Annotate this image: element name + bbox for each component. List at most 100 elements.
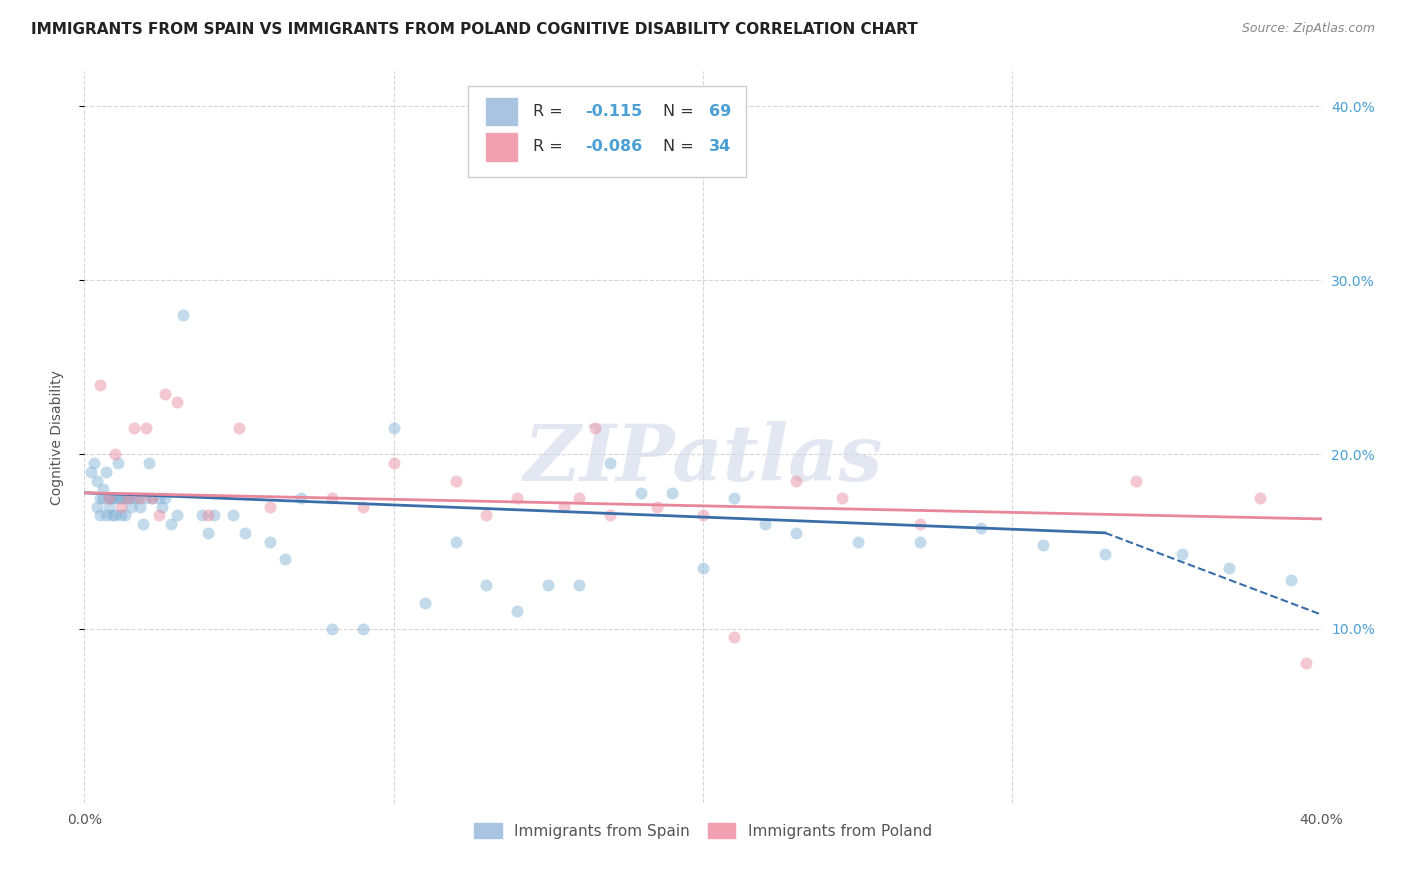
Point	[583, 421, 606, 435]
Point	[107, 456, 129, 470]
Point	[101, 508, 124, 523]
Point	[98, 500, 121, 514]
Point	[135, 491, 157, 505]
Text: R =: R =	[533, 139, 568, 154]
Point	[831, 491, 853, 505]
Point	[172, 308, 194, 322]
Point	[1249, 491, 1271, 505]
Point	[141, 491, 163, 505]
Point	[132, 517, 155, 532]
Legend: Immigrants from Spain, Immigrants from Poland: Immigrants from Spain, Immigrants from P…	[467, 815, 939, 847]
Point	[101, 491, 124, 505]
Text: ZIPatlas: ZIPatlas	[523, 421, 883, 497]
Point	[122, 491, 145, 505]
Point	[1279, 573, 1302, 587]
Point	[98, 491, 121, 505]
Point	[135, 421, 157, 435]
Point	[197, 508, 219, 523]
Text: R =: R =	[533, 104, 568, 120]
Point	[506, 491, 529, 505]
Point	[110, 508, 132, 523]
Point	[91, 491, 114, 505]
Point	[166, 508, 188, 523]
Point	[1125, 474, 1147, 488]
Point	[1171, 547, 1194, 561]
Text: N =: N =	[664, 139, 699, 154]
Point	[723, 631, 745, 645]
Point	[645, 500, 668, 514]
Point	[290, 491, 312, 505]
Point	[259, 500, 281, 514]
Point	[107, 491, 129, 505]
Point	[89, 377, 111, 392]
Point	[86, 474, 108, 488]
Point	[94, 508, 117, 523]
Bar	[486, 98, 517, 126]
Point	[153, 491, 176, 505]
FancyBboxPatch shape	[468, 86, 747, 178]
Point	[98, 491, 121, 505]
Point	[228, 421, 250, 435]
Point	[321, 491, 343, 505]
Point	[125, 491, 148, 505]
Point	[692, 560, 714, 574]
Point	[150, 500, 173, 514]
Point	[153, 386, 176, 401]
Point	[785, 525, 807, 540]
Point	[89, 508, 111, 523]
Point	[754, 517, 776, 532]
Point	[117, 491, 139, 505]
Point	[352, 622, 374, 636]
Point	[197, 525, 219, 540]
Point	[1032, 538, 1054, 552]
Text: IMMIGRANTS FROM SPAIN VS IMMIGRANTS FROM POLAND COGNITIVE DISABILITY CORRELATION: IMMIGRANTS FROM SPAIN VS IMMIGRANTS FROM…	[31, 22, 918, 37]
Point	[908, 517, 931, 532]
Y-axis label: Cognitive Disability: Cognitive Disability	[49, 369, 63, 505]
Point	[537, 578, 560, 592]
Point	[1218, 560, 1240, 574]
Point	[79, 465, 101, 479]
Text: 69: 69	[709, 104, 731, 120]
Text: 34: 34	[709, 139, 731, 154]
Point	[553, 500, 575, 514]
Point	[382, 456, 405, 470]
Point	[785, 474, 807, 488]
Point	[104, 448, 127, 462]
Point	[89, 491, 111, 505]
Point	[114, 508, 136, 523]
Point	[444, 534, 467, 549]
Text: N =: N =	[664, 104, 699, 120]
Point	[568, 491, 591, 505]
Point	[104, 508, 127, 523]
Point	[321, 622, 343, 636]
Point	[110, 491, 132, 505]
Point	[222, 508, 245, 523]
Point	[444, 474, 467, 488]
Point	[148, 491, 170, 505]
Point	[352, 500, 374, 514]
Point	[630, 485, 652, 500]
Point	[233, 525, 256, 540]
Point	[475, 508, 498, 523]
Point	[568, 578, 591, 592]
Point	[661, 485, 683, 500]
Point	[104, 491, 127, 505]
Point	[475, 578, 498, 592]
Point	[274, 552, 297, 566]
Point	[120, 500, 142, 514]
Point	[723, 491, 745, 505]
Point	[191, 508, 214, 523]
Point	[138, 456, 160, 470]
Point	[110, 500, 132, 514]
Point	[202, 508, 225, 523]
Point	[908, 534, 931, 549]
Point	[129, 491, 152, 505]
Point	[83, 456, 105, 470]
Point	[122, 421, 145, 435]
Point	[141, 491, 163, 505]
Point	[94, 465, 117, 479]
Point	[599, 456, 621, 470]
Point	[160, 517, 183, 532]
Point	[413, 595, 436, 609]
Point	[970, 521, 993, 535]
